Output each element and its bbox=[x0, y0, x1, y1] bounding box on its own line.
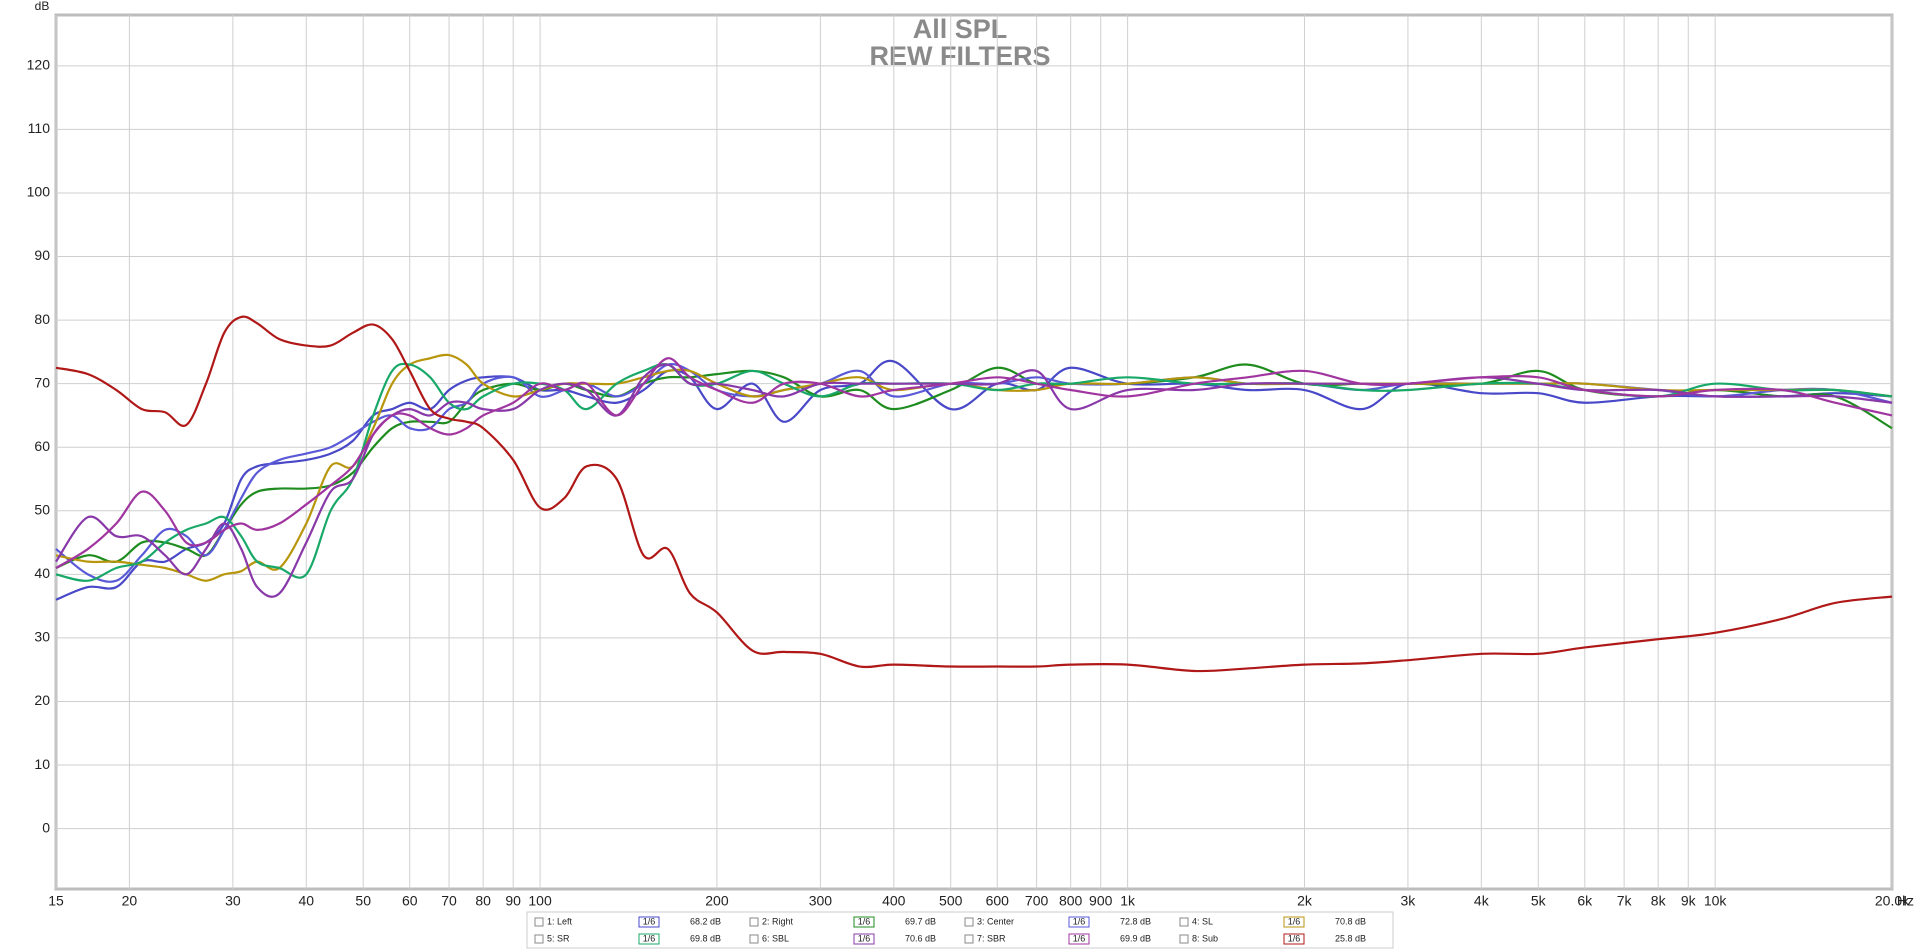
legend-smoothing: 1/6 bbox=[1073, 916, 1086, 926]
plot-frame bbox=[54, 13, 1894, 891]
legend-smoothing-box bbox=[853, 933, 875, 945]
legend-smoothing-box bbox=[1068, 916, 1090, 928]
x-unit: Hz bbox=[1897, 893, 1914, 909]
legend-level: 69.7 dB bbox=[905, 916, 936, 926]
y-tick-label: 10 bbox=[34, 756, 50, 772]
x-tick-label: 8k bbox=[1651, 893, 1667, 909]
y-tick-label: 60 bbox=[34, 438, 50, 454]
x-tick-label: 900 bbox=[1089, 893, 1113, 909]
legend-smoothing: 1/6 bbox=[643, 933, 656, 943]
legend-checkbox[interactable] bbox=[964, 934, 974, 944]
x-tick-label: 800 bbox=[1059, 893, 1083, 909]
legend-level: 68.2 dB bbox=[690, 916, 721, 926]
y-tick-label: 50 bbox=[34, 501, 50, 517]
chart-title: All SPL bbox=[913, 14, 1008, 44]
legend-smoothing: 1/6 bbox=[858, 933, 871, 943]
x-tick-label: 70 bbox=[441, 893, 457, 909]
y-tick-label: 90 bbox=[34, 247, 50, 263]
x-tick-label: 2k bbox=[1297, 893, 1313, 909]
x-tick-label: 300 bbox=[809, 893, 833, 909]
legend-checkbox[interactable] bbox=[964, 917, 974, 927]
x-tick-label: 600 bbox=[986, 893, 1010, 909]
x-tick-label: 500 bbox=[939, 893, 963, 909]
legend-smoothing-box bbox=[853, 916, 875, 928]
x-tick-label: 6k bbox=[1577, 893, 1593, 909]
legend-level: 69.8 dB bbox=[690, 933, 721, 943]
y-tick-label: 70 bbox=[34, 374, 50, 390]
x-tick-label: 4k bbox=[1474, 893, 1490, 909]
series-line bbox=[55, 362, 1893, 582]
legend-box bbox=[526, 911, 1394, 949]
x-tick-label: 15 bbox=[48, 893, 64, 909]
y-tick-label: 0 bbox=[42, 819, 50, 835]
x-tick-label: 60 bbox=[402, 893, 418, 909]
legend-smoothing: 1/6 bbox=[643, 916, 656, 926]
series-line bbox=[55, 359, 1893, 601]
y-tick-label: 120 bbox=[27, 57, 51, 73]
x-tick-label: 90 bbox=[505, 893, 521, 909]
legend-level: 70.6 dB bbox=[905, 933, 936, 943]
legend-level: 70.8 dB bbox=[1335, 916, 1366, 926]
x-tick-label: 40 bbox=[298, 893, 314, 909]
legend-checkbox[interactable] bbox=[534, 917, 544, 927]
y-tick-label: 30 bbox=[34, 629, 50, 645]
x-tick-label: 20 bbox=[122, 893, 138, 909]
legend-label[interactable]: 2: Right bbox=[762, 916, 794, 926]
y-tick-label: 100 bbox=[27, 184, 51, 200]
legend-checkbox[interactable] bbox=[1179, 934, 1189, 944]
x-tick-label: 200 bbox=[705, 893, 729, 909]
legend-label[interactable]: 3: Center bbox=[977, 916, 1014, 926]
x-tick-label: 20.0k bbox=[1875, 893, 1910, 909]
x-tick-label: 100 bbox=[528, 893, 552, 909]
legend-label[interactable]: 8: Sub bbox=[1192, 933, 1218, 943]
legend-checkbox[interactable] bbox=[534, 934, 544, 944]
series-line bbox=[55, 315, 1893, 673]
legend-checkbox[interactable] bbox=[749, 934, 759, 944]
x-tick-label: 1k bbox=[1120, 893, 1136, 909]
legend-smoothing-box bbox=[638, 933, 660, 945]
legend-checkbox[interactable] bbox=[749, 917, 759, 927]
x-tick-label: 7k bbox=[1617, 893, 1633, 909]
x-tick-label: 30 bbox=[225, 893, 241, 909]
legend-label[interactable]: 1: Left bbox=[547, 916, 573, 926]
x-tick-label: 80 bbox=[475, 893, 491, 909]
legend-checkbox[interactable] bbox=[1179, 917, 1189, 927]
legend-label[interactable]: 4: SL bbox=[1192, 916, 1213, 926]
x-tick-label: 9k bbox=[1681, 893, 1697, 909]
legend-smoothing: 1/6 bbox=[1288, 933, 1301, 943]
legend-level: 69.9 dB bbox=[1120, 933, 1151, 943]
legend-smoothing: 1/6 bbox=[1288, 916, 1301, 926]
chart-subtitle: REW FILTERS bbox=[870, 41, 1051, 71]
y-tick-label: 40 bbox=[34, 565, 50, 581]
legend-label[interactable]: 5: SR bbox=[547, 933, 570, 943]
x-tick-label: 700 bbox=[1025, 893, 1049, 909]
legend-level: 25.8 dB bbox=[1335, 933, 1366, 943]
x-tick-label: 3k bbox=[1401, 893, 1417, 909]
y-tick-label: 20 bbox=[34, 692, 50, 708]
x-tick-label: 50 bbox=[355, 893, 371, 909]
y-tick-label: 110 bbox=[28, 120, 51, 136]
x-tick-label: 5k bbox=[1531, 893, 1547, 909]
x-tick-label: 400 bbox=[882, 893, 906, 909]
legend-label[interactable]: 7: SBR bbox=[977, 933, 1006, 943]
legend-smoothing: 1/6 bbox=[1073, 933, 1086, 943]
series-line bbox=[55, 357, 1893, 569]
y-unit: dB bbox=[35, 0, 50, 13]
legend-smoothing-box bbox=[1283, 933, 1305, 945]
legend-smoothing-box bbox=[1283, 916, 1305, 928]
legend-level: 72.8 dB bbox=[1120, 916, 1151, 926]
legend-smoothing: 1/6 bbox=[858, 916, 871, 926]
legend-smoothing-box bbox=[638, 916, 660, 928]
legend-label[interactable]: 6: SBL bbox=[762, 933, 789, 943]
y-tick-label: 80 bbox=[34, 311, 50, 327]
x-tick-label: 10k bbox=[1704, 893, 1728, 909]
legend-smoothing-box bbox=[1068, 933, 1090, 945]
